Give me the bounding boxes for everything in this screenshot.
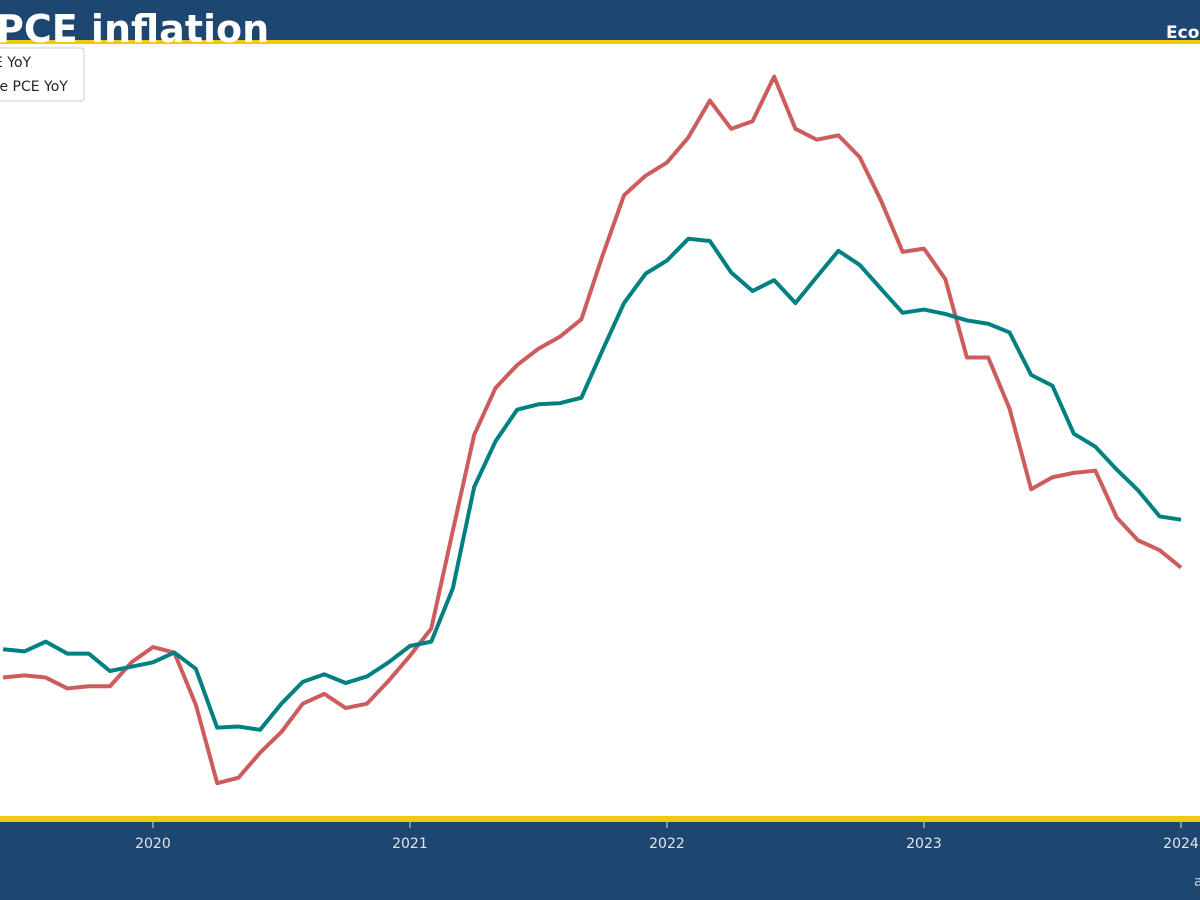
legend-label: re PCE YoY [0, 79, 68, 95]
footer-rule [0, 816, 1200, 822]
x-tick-label: 2021 [392, 836, 428, 852]
footer-note: a [1194, 874, 1200, 890]
footer-band [0, 818, 1200, 900]
x-tick-label: 2024 [1163, 836, 1199, 852]
header-source: Eco [1166, 23, 1199, 43]
legend-box [0, 47, 85, 102]
legend: E YoY re PCE YoY [0, 47, 85, 102]
plot-area [2, 74, 1183, 786]
x-tick-label: 2020 [135, 836, 171, 852]
header-rule [0, 40, 1200, 44]
series-line [2, 236, 1182, 732]
header-band [0, 0, 1200, 40]
x-tick-label: 2023 [906, 836, 942, 852]
x-tick-label: 2022 [649, 836, 685, 852]
chart-title: PCE inflation [0, 7, 269, 51]
legend-label: E YoY [0, 55, 32, 71]
series-line [2, 74, 1183, 786]
